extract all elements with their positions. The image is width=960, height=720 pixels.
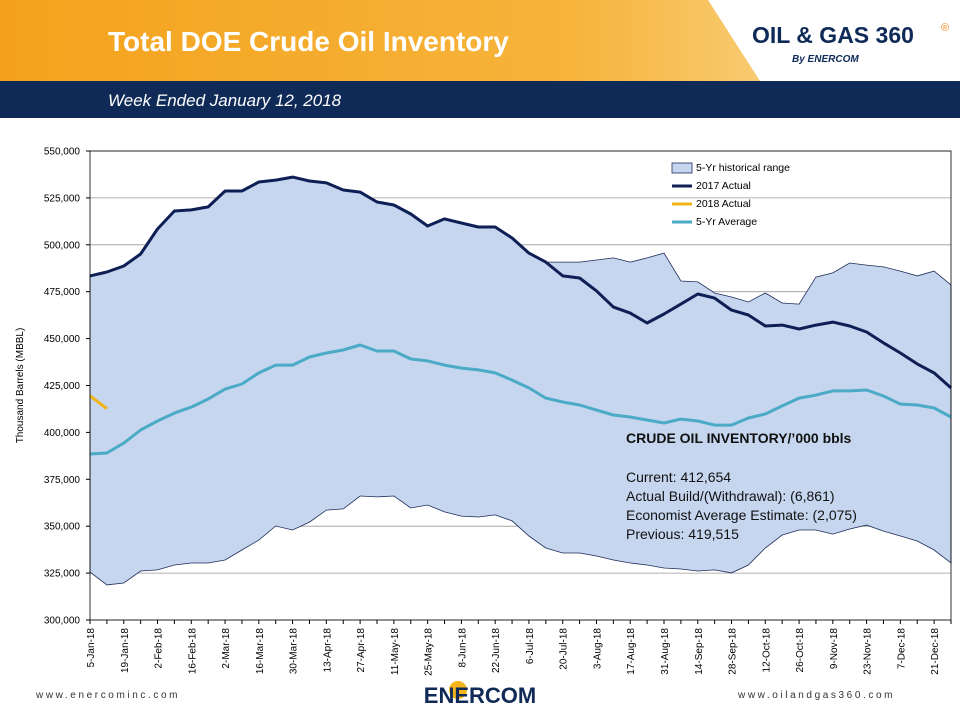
logo-by: By ENERCOM	[792, 54, 859, 65]
logo-panel	[708, 0, 960, 81]
subtitle: Week Ended January 12, 2018	[108, 91, 342, 110]
y-tick-label: 475,000	[44, 287, 81, 298]
title: Total DOE Crude Oil Inventory	[108, 26, 509, 57]
x-tick-label: 2-Mar-18	[221, 628, 232, 669]
y-tick-label: 550,000	[44, 147, 81, 158]
x-tick-label: 22-Jun-18	[491, 628, 502, 673]
y-tick-label: 375,000	[44, 475, 81, 486]
y-tick-label: 300,000	[44, 616, 81, 627]
footer-left: www.enercominc.com	[35, 690, 180, 701]
x-tick-label: 11-May-18	[390, 628, 401, 675]
series-line	[89, 175, 952, 390]
series-line	[89, 394, 108, 410]
y-tick-label: 325,000	[44, 569, 81, 580]
x-tick-label: 21-Dec-18	[930, 628, 941, 675]
footer-right: www.oilandgas360.com	[737, 690, 895, 701]
y-tick-label: 400,000	[44, 428, 81, 439]
plot-frame	[89, 150, 952, 621]
y-tick-label: 350,000	[44, 522, 81, 533]
x-tick-label: 16-Feb-18	[187, 628, 198, 675]
x-tick-label: 20-Jul-18	[559, 628, 570, 670]
x-tick-label: 28-Sep-18	[728, 628, 739, 675]
x-tick-label: 23-Nov-18	[863, 628, 874, 675]
legend-swatch	[671, 162, 693, 174]
x-tick-label: 8-Jun-18	[457, 628, 468, 668]
x-tick-label: 25-May-18	[424, 628, 435, 676]
x-tick-label: 16-Mar-18	[255, 628, 266, 675]
x-tick-label: 14-Sep-18	[694, 628, 705, 675]
footer-logo: ENERCOM	[424, 683, 536, 708]
x-tick-label: 30-Mar-18	[289, 628, 300, 675]
x-tick-label: 26-Oct-18	[795, 628, 806, 673]
y-tick-label: 450,000	[44, 334, 81, 345]
y-axis-label: Thousand Barrels (MBBL)	[15, 328, 26, 444]
x-tick-label: 6-Jul-18	[525, 628, 536, 665]
x-tick-label: 9-Nov-18	[829, 628, 840, 670]
legend-label: 5-Yr historical range	[696, 162, 790, 174]
y-tick-label: 500,000	[44, 240, 81, 251]
x-tick-label: 7-Dec-18	[896, 628, 907, 670]
annotation: CRUDE OIL INVENTORY/’000 bbls	[626, 430, 852, 446]
x-tick-label: 13-Apr-18	[322, 628, 333, 673]
chart: 300,000 325,000 350,000 375,000 400,000 425,0…	[15, 147, 952, 676]
x-tick-label: 12-Oct-18	[761, 628, 772, 673]
footer-logo-sun	[449, 681, 467, 699]
y-tick-label: 425,000	[44, 381, 81, 392]
series-line	[89, 343, 952, 456]
annotation: Economist Average Estimate: (2,075)	[626, 507, 857, 523]
logo-text: OIL & GAS 360	[752, 22, 914, 48]
range-area	[89, 176, 952, 586]
annotation: Actual Build/(Withdrawal): (6,861)	[626, 488, 835, 504]
x-tick-label: 31-Aug-18	[660, 628, 671, 675]
annotation: Previous: 419,515	[626, 526, 739, 542]
annotation: Current: 412,654	[626, 469, 731, 485]
x-tick-label: 27-Apr-18	[356, 628, 367, 673]
subtitle-band	[0, 81, 960, 118]
legend-label: 5-Yr Average	[696, 216, 757, 228]
y-tick-label: 525,000	[44, 193, 81, 204]
x-tick-label: 2-Feb-18	[154, 628, 165, 669]
x-tick-label: 3-Aug-18	[592, 628, 603, 670]
legend-label: 2018 Actual	[696, 198, 751, 210]
logo-mark: ®	[941, 22, 949, 34]
legend-label: 2017 Actual	[696, 180, 751, 192]
x-tick-label: 19-Jan-18	[120, 628, 131, 673]
x-tick-label: 17-Aug-18	[626, 628, 637, 675]
x-tick-label: 5-Jan-18	[86, 628, 97, 668]
